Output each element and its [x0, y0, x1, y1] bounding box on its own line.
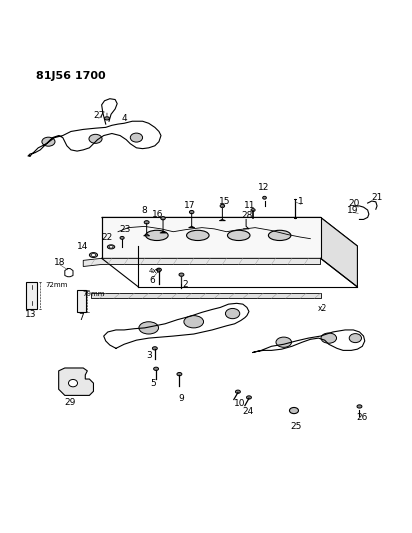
Text: 8: 8 [141, 206, 147, 214]
Text: 12: 12 [258, 183, 270, 192]
Text: 72mm: 72mm [46, 282, 68, 288]
Ellipse shape [349, 334, 361, 343]
Ellipse shape [268, 230, 291, 240]
Ellipse shape [91, 254, 96, 256]
Text: 11: 11 [244, 201, 256, 211]
Polygon shape [102, 217, 321, 259]
Text: 21: 21 [371, 193, 383, 202]
Text: 20: 20 [349, 199, 360, 207]
Text: 10: 10 [234, 399, 245, 408]
Ellipse shape [161, 216, 165, 220]
Ellipse shape [152, 346, 157, 350]
Ellipse shape [145, 230, 168, 240]
Ellipse shape [236, 390, 240, 393]
Text: 28: 28 [241, 211, 253, 220]
Ellipse shape [276, 337, 292, 348]
Text: x2: x2 [318, 304, 327, 313]
Text: 18: 18 [54, 258, 65, 267]
FancyBboxPatch shape [26, 281, 37, 310]
Polygon shape [91, 293, 321, 298]
Ellipse shape [225, 309, 240, 319]
Text: 23: 23 [119, 225, 131, 234]
Ellipse shape [321, 333, 337, 343]
Text: 3: 3 [147, 351, 152, 360]
Ellipse shape [157, 268, 162, 271]
Ellipse shape [263, 196, 267, 199]
Ellipse shape [89, 134, 102, 143]
Text: 6: 6 [149, 276, 155, 285]
Ellipse shape [220, 204, 225, 207]
Text: 25: 25 [290, 423, 302, 431]
Text: 26: 26 [357, 413, 368, 422]
Ellipse shape [108, 245, 115, 249]
Text: 4x6: 4x6 [148, 268, 162, 273]
Ellipse shape [144, 221, 149, 224]
Ellipse shape [290, 407, 298, 414]
Ellipse shape [42, 137, 55, 146]
Polygon shape [83, 259, 321, 266]
Ellipse shape [179, 273, 184, 276]
Ellipse shape [130, 133, 143, 142]
Polygon shape [321, 217, 358, 287]
Ellipse shape [187, 230, 209, 240]
Text: 13: 13 [25, 310, 37, 319]
Text: 19: 19 [347, 206, 358, 214]
Text: 7: 7 [78, 313, 84, 322]
Text: 22: 22 [101, 233, 112, 243]
Text: 9: 9 [178, 394, 184, 403]
Text: 1: 1 [298, 197, 304, 206]
Text: 2: 2 [182, 280, 187, 289]
Ellipse shape [246, 396, 251, 399]
Text: 24: 24 [242, 407, 253, 416]
Ellipse shape [357, 405, 362, 408]
Text: 81J56 1700: 81J56 1700 [36, 71, 106, 81]
Text: 14: 14 [77, 243, 88, 252]
Ellipse shape [184, 316, 204, 328]
Ellipse shape [109, 246, 113, 248]
Ellipse shape [251, 208, 255, 212]
Ellipse shape [120, 237, 124, 239]
Polygon shape [59, 368, 94, 395]
Ellipse shape [227, 230, 250, 240]
Text: 17: 17 [184, 201, 195, 211]
Text: 4: 4 [122, 114, 127, 123]
Text: 15: 15 [219, 197, 230, 206]
Polygon shape [102, 217, 358, 246]
FancyBboxPatch shape [77, 290, 86, 312]
Text: 5: 5 [151, 378, 157, 387]
Ellipse shape [68, 379, 77, 387]
Text: 79mm: 79mm [82, 292, 105, 297]
Text: 16: 16 [152, 209, 164, 219]
Text: 29: 29 [64, 398, 76, 407]
Text: 27: 27 [93, 111, 105, 120]
Ellipse shape [154, 367, 159, 370]
Ellipse shape [177, 373, 182, 376]
Ellipse shape [190, 211, 194, 214]
Ellipse shape [89, 253, 98, 257]
Ellipse shape [139, 322, 159, 334]
Ellipse shape [105, 117, 110, 120]
